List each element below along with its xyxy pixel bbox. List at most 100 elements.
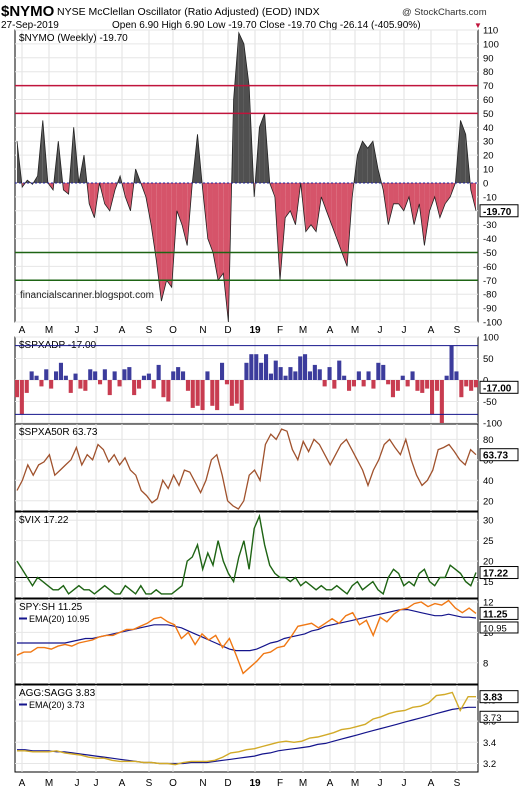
ema-legend-label: EMA(20) 10.95	[29, 614, 90, 624]
breadth-bar	[171, 371, 176, 380]
breadth-bar	[98, 380, 103, 385]
breadth-bar	[356, 371, 361, 380]
y-tick-label: 3.2	[483, 759, 496, 770]
breadth-bar	[39, 380, 44, 387]
breadth-bar	[405, 380, 410, 387]
last-value-tag	[479, 690, 519, 704]
breadth-bar	[415, 380, 420, 391]
negative-area	[419, 182, 425, 246]
y-tick-label: 25	[483, 536, 494, 547]
negative-area	[388, 182, 394, 225]
breadth-bar	[254, 354, 259, 380]
breadth-bar	[454, 371, 459, 380]
ema-line	[17, 706, 476, 765]
x-tick-label: S	[454, 325, 461, 336]
x-tick-label: A	[428, 325, 435, 336]
breadth-bar	[200, 380, 205, 411]
y-tick-label: 8	[483, 658, 488, 669]
breadth-bar	[24, 380, 29, 393]
breadth-bar	[268, 373, 273, 380]
y-tick-label: 3.4	[483, 738, 496, 749]
negative-area	[145, 182, 152, 225]
breadth-bar	[298, 356, 303, 380]
breadth-bar	[210, 380, 215, 406]
breadth-bar	[376, 362, 381, 380]
breadth-bar	[156, 364, 161, 380]
y-tick-label: -60	[483, 262, 497, 273]
last-value-label: 17.22	[483, 569, 508, 580]
plot-frame	[14, 423, 479, 512]
negative-area	[182, 182, 188, 246]
x-tick-label: M	[299, 778, 307, 789]
y-tick-label: 50	[483, 354, 494, 365]
breadth-bar	[332, 380, 337, 389]
vix-line	[16, 513, 477, 596]
x-tick-label: 19	[249, 325, 261, 336]
negative-area	[439, 182, 446, 218]
panel-title: $SPXA50R 63.73	[19, 427, 98, 438]
y-tick-label: 60	[483, 95, 494, 106]
negative-area	[331, 182, 337, 239]
negative-area	[305, 182, 311, 232]
breadth-bar	[420, 380, 425, 393]
x-tick-label: J	[378, 325, 383, 336]
x-axis-top: A M J J A S O N D 19 F M A M J J A S	[19, 325, 461, 336]
breadth-bar	[259, 362, 264, 380]
breadth-bar	[112, 371, 117, 380]
vix-panel: 30 25 20 15 $VIX 17.22 17.22	[14, 511, 519, 599]
negative-area	[414, 182, 420, 225]
positive-area	[259, 113, 265, 183]
ema-value-tag	[479, 621, 519, 634]
breadth-bar	[395, 380, 400, 391]
breadth-bar	[181, 371, 186, 380]
y-tick-label: 30	[483, 516, 494, 527]
breadth-bar	[322, 380, 327, 387]
last-value-label: 11.25	[483, 609, 508, 620]
copyright-label: @ StockCharts.com	[402, 7, 487, 18]
y-tick-label: -10	[483, 192, 497, 203]
y-tick-label: 0	[483, 178, 488, 189]
ema-legend-label: EMA(20) 3.73	[29, 700, 85, 710]
breadth-bar	[288, 367, 293, 380]
y-tick-label: 100	[483, 333, 499, 344]
y-tick-label: 15	[483, 577, 494, 588]
breadth-bar	[215, 380, 220, 411]
x-tick-label: N	[199, 778, 206, 789]
last-value-tag	[479, 566, 519, 580]
y-tick-label: 100	[483, 39, 499, 50]
breadth-bar	[410, 371, 415, 380]
x-tick-label: O	[169, 778, 177, 789]
panel-title: $NYMO (Weekly) -19.70	[19, 33, 128, 44]
breadth-bar	[273, 360, 278, 380]
breadth-bar	[166, 380, 171, 402]
breadth-bar	[347, 380, 352, 391]
breadth-bar	[239, 380, 244, 411]
y-tick-label: -100	[483, 419, 502, 430]
breadth-bar	[249, 354, 254, 380]
breadth-bar	[444, 375, 449, 380]
y-tick-label: 20	[483, 557, 494, 568]
negative-area	[63, 182, 69, 195]
ema-value-label: 10.95	[483, 623, 507, 634]
breadth-bar	[54, 371, 59, 380]
breadth-bar	[293, 371, 298, 380]
symbol-title: $NYMO	[1, 3, 55, 20]
breadth-bar	[78, 380, 83, 389]
negative-area	[398, 182, 404, 211]
x-tick-label: 19	[249, 778, 261, 789]
breadth-bar	[151, 380, 156, 389]
x-tick-label: M	[351, 778, 359, 789]
breadth-bar	[307, 371, 312, 380]
nymo-panel: 1101009080706050403020100-10-20-30-40-50…	[14, 26, 519, 329]
x-tick-label: M	[45, 325, 53, 336]
breadth-bar	[283, 375, 288, 380]
y-tick-label: 80	[483, 67, 494, 78]
breadth-bar	[127, 367, 132, 380]
negative-area	[212, 182, 219, 281]
positive-area	[460, 120, 466, 183]
breadth-bar	[44, 369, 49, 381]
last-value-tag	[479, 380, 519, 394]
breadth-bar	[19, 380, 24, 415]
x-tick-label: F	[277, 778, 283, 789]
breadth-bar	[117, 380, 122, 387]
